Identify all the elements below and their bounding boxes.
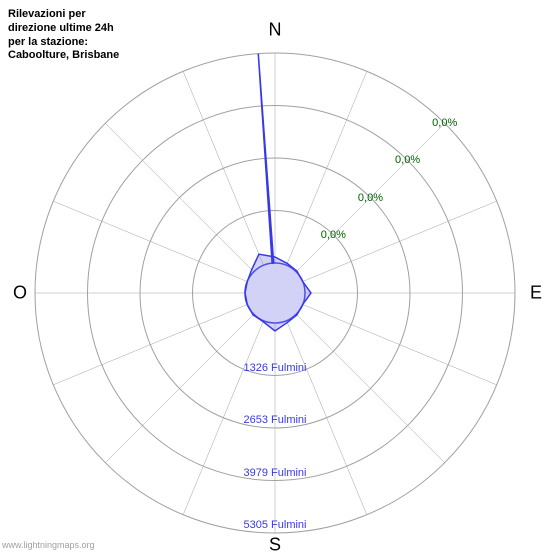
pct-label-4: 0,0% (432, 117, 457, 129)
page-title: Rilevazioni per direzione ultime 24h per… (8, 8, 128, 63)
fulmini-label-2: 2653 Fulmini (244, 414, 307, 426)
pct-label-1: 0,0% (321, 229, 346, 241)
cardinal-south: S (269, 535, 281, 556)
fulmini-label-4: 5305 Fulmini (244, 519, 307, 531)
cardinal-north: N (269, 20, 282, 41)
cardinal-west: O (13, 283, 27, 304)
footer-url: www.lightningmaps.org (2, 540, 95, 550)
cardinal-east: E (530, 283, 542, 304)
fulmini-label-3: 3979 Fulmini (244, 467, 307, 479)
fulmini-label-1: 1326 Fulmini (244, 362, 307, 374)
pct-label-3: 0,0% (395, 154, 420, 166)
pct-label-2: 0,0% (358, 192, 383, 204)
